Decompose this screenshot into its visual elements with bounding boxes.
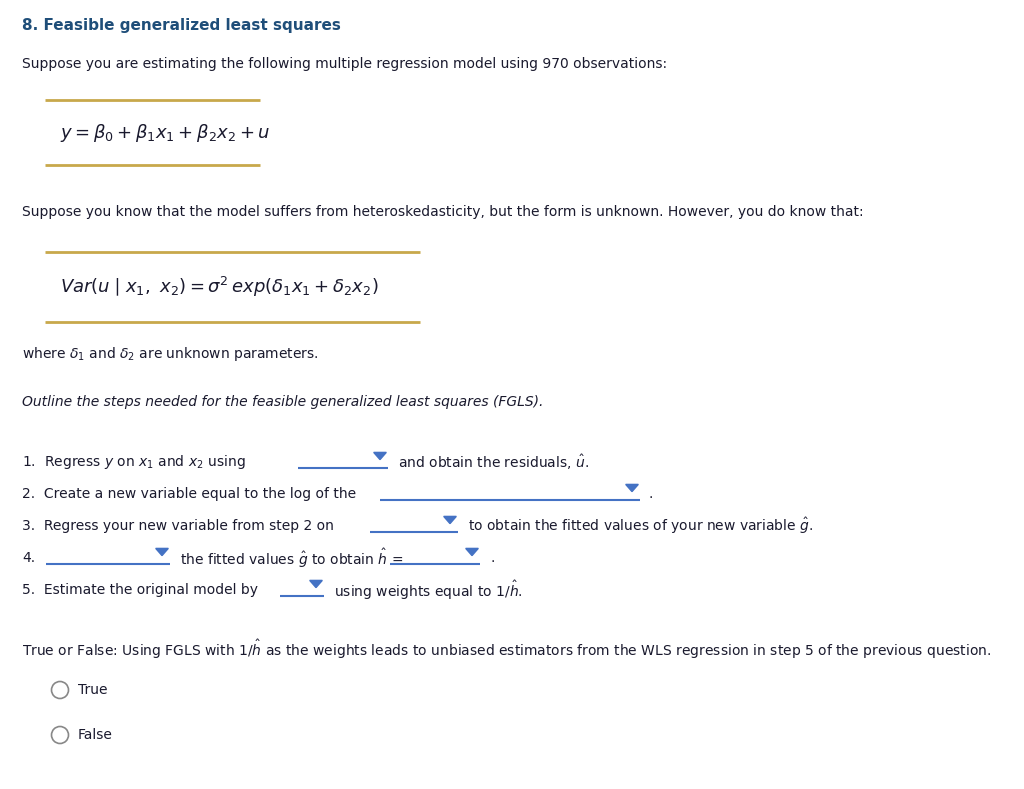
Text: and obtain the residuals, $\hat{u}$.: and obtain the residuals, $\hat{u}$. (398, 452, 589, 472)
Text: 2.  Create a new variable equal to the log of the: 2. Create a new variable equal to the lo… (22, 487, 356, 501)
Polygon shape (374, 452, 386, 460)
Text: 1.  Regress $y$ on $x_1$ and $x_2$ using: 1. Regress $y$ on $x_1$ and $x_2$ using (22, 453, 246, 471)
Polygon shape (466, 548, 478, 555)
Text: where $\delta_1$ and $\delta_2$ are unknown parameters.: where $\delta_1$ and $\delta_2$ are unkn… (22, 345, 318, 363)
Text: Suppose you know that the model suffers from heteroskedasticity, but the form is: Suppose you know that the model suffers … (22, 205, 863, 219)
Text: True: True (78, 683, 108, 697)
Text: Outline the steps needed for the feasible generalized least squares (FGLS).: Outline the steps needed for the feasibl… (22, 395, 544, 409)
Text: using weights equal to $1/\hat{h}$.: using weights equal to $1/\hat{h}$. (334, 578, 522, 602)
Text: 5.  Estimate the original model by: 5. Estimate the original model by (22, 583, 258, 597)
Text: $y = \beta_0 + \beta_1 x_1 + \beta_2 x_2 + u$: $y = \beta_0 + \beta_1 x_1 + \beta_2 x_2… (60, 122, 270, 144)
Text: Suppose you are estimating the following multiple regression model using 970 obs: Suppose you are estimating the following… (22, 57, 667, 71)
Text: $Var(u \mid x_1,\ x_2) = \sigma^2\,exp(\delta_1 x_1 + \delta_2 x_2)$: $Var(u \mid x_1,\ x_2) = \sigma^2\,exp(\… (60, 275, 379, 299)
Text: .: . (490, 551, 495, 565)
Polygon shape (443, 516, 457, 524)
Polygon shape (309, 581, 323, 588)
Text: False: False (78, 728, 113, 742)
Text: 4.: 4. (22, 551, 35, 565)
Text: True or False: Using FGLS with $1/\hat{h}$ as the weights leads to unbiased esti: True or False: Using FGLS with $1/\hat{h… (22, 638, 991, 661)
Text: 3.  Regress your new variable from step 2 on: 3. Regress your new variable from step 2… (22, 519, 334, 533)
Text: to obtain the fitted values of your new variable $\hat{g}$.: to obtain the fitted values of your new … (468, 516, 813, 536)
Text: the fitted values $\hat{g}$ to obtain $\hat{h}$ =: the fitted values $\hat{g}$ to obtain $\… (180, 546, 403, 570)
Text: 8. Feasible generalized least squares: 8. Feasible generalized least squares (22, 18, 341, 33)
Polygon shape (626, 484, 638, 492)
Polygon shape (156, 548, 168, 555)
Text: .: . (648, 487, 652, 501)
